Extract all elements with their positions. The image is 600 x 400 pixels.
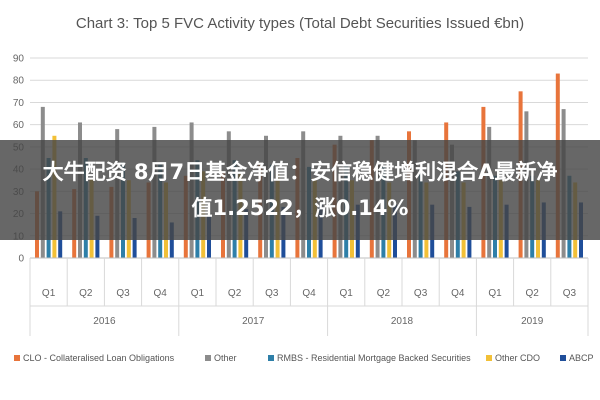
legend-label: ABCP	[569, 353, 594, 363]
x-tick-label: Q1	[191, 288, 205, 299]
x-tick-label: Q4	[302, 288, 316, 299]
x-tick-label: Q3	[563, 288, 577, 299]
x-tick-label: Q3	[116, 288, 130, 299]
x-tick-label: Q3	[414, 288, 428, 299]
x-tick-label: Q4	[154, 288, 168, 299]
y-tick-label: 90	[13, 54, 25, 65]
legend-swatch	[486, 355, 492, 361]
x-tick-label: Q4	[451, 288, 465, 299]
x-year-label: 2018	[391, 316, 414, 327]
y-tick-label: 80	[13, 76, 25, 87]
y-tick-label: 0	[18, 254, 24, 265]
x-tick-label: Q1	[488, 288, 502, 299]
x-tick-label: Q2	[79, 288, 93, 299]
y-tick-label: 70	[13, 98, 25, 109]
x-tick-label: Q2	[228, 288, 242, 299]
x-year-label: 2016	[93, 316, 116, 327]
legend-swatch	[205, 355, 211, 361]
legend-swatch	[14, 355, 20, 361]
headline-line-2: 值1.2522，涨0.14%	[191, 196, 409, 220]
bar	[169, 222, 174, 258]
x-tick-label: Q1	[340, 288, 354, 299]
headline-line-1: 大牛配资 8月7日基金净值：安信稳健增利混合A最新净	[42, 160, 558, 184]
x-tick-label: Q2	[526, 288, 540, 299]
y-tick-label: 60	[13, 120, 25, 131]
legend-swatch	[560, 355, 566, 361]
x-axis: Q1 Q2 Q3 Q4 Q1 Q2 Q3 Q4 Q1 Q2 Q3 Q4 Q1 Q2 Q3 2016 2017 20…	[29, 257, 589, 336]
x-tick-label: Q3	[265, 288, 279, 299]
legend-label: RMBS - Residential Mortgage Backed Secur…	[277, 353, 471, 363]
headline-overlay: 大牛配资 8月7日基金净值：安信稳健增利混合A最新净 值1.2522，涨0.14…	[0, 140, 600, 240]
x-tick-label: Q1	[42, 288, 56, 299]
legend: CLO - Collateralised Loan Obligations Oth…	[14, 353, 594, 363]
legend-swatch	[268, 355, 274, 361]
x-year-label: 2019	[521, 316, 544, 327]
legend-label: CLO - Collateralised Loan Obligations	[23, 353, 175, 363]
chart-title: Chart 3: Top 5 FVC Activity types (Total…	[76, 15, 524, 32]
x-year-label: 2017	[242, 316, 265, 327]
legend-label: Other CDO	[495, 353, 540, 363]
legend-label: Other	[214, 353, 237, 363]
x-tick-label: Q2	[377, 288, 391, 299]
